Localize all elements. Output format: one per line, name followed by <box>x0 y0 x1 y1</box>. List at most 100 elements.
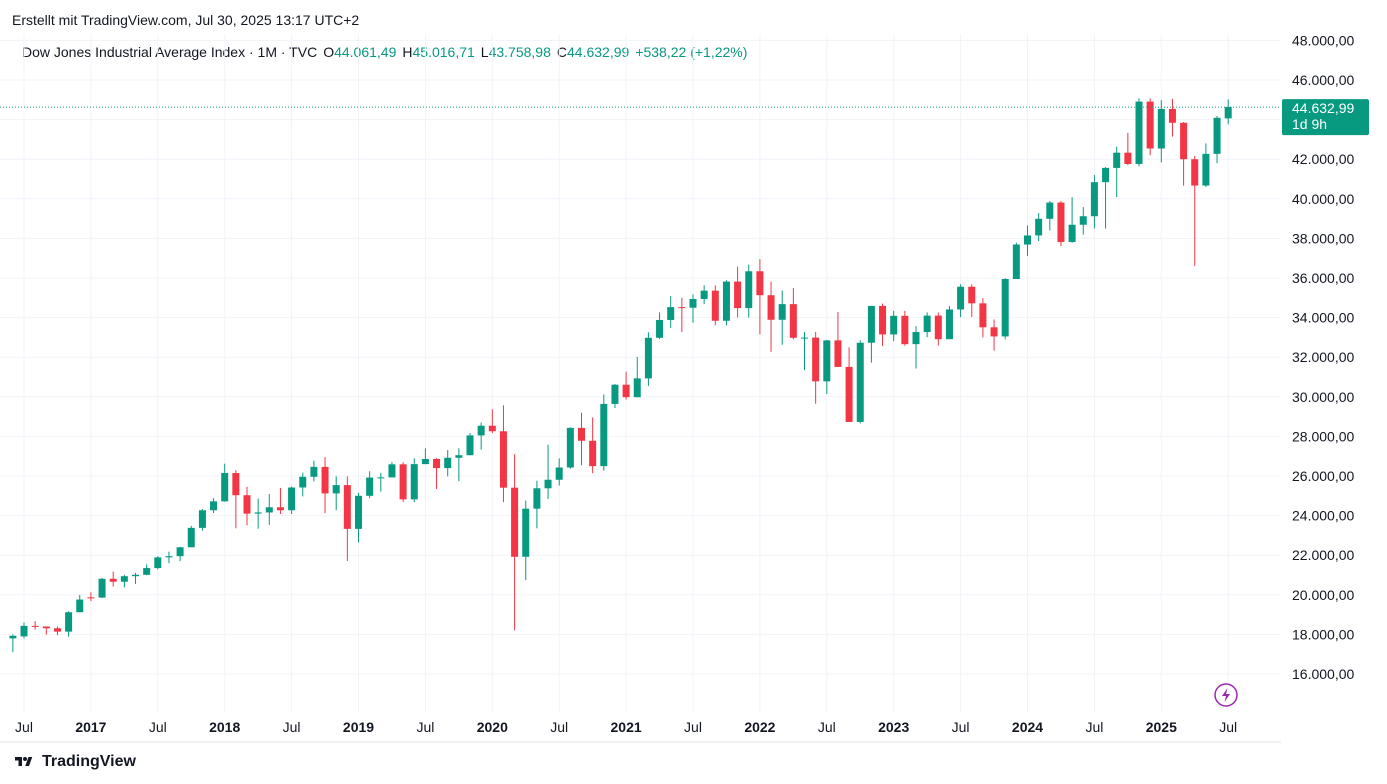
candle[interactable] <box>711 285 719 326</box>
candle[interactable] <box>589 417 597 474</box>
candle[interactable] <box>187 525 195 548</box>
candle[interactable] <box>120 574 128 588</box>
candle[interactable] <box>823 339 831 395</box>
candle[interactable] <box>87 592 95 602</box>
candle[interactable] <box>778 290 786 345</box>
candle[interactable] <box>410 458 418 503</box>
candle[interactable] <box>1157 100 1165 163</box>
candle[interactable] <box>745 264 753 318</box>
candle[interactable] <box>53 626 61 636</box>
candle[interactable] <box>990 319 998 351</box>
candle[interactable] <box>488 409 496 434</box>
candle[interactable] <box>433 458 441 490</box>
candle[interactable] <box>299 472 307 497</box>
candle[interactable] <box>622 371 630 400</box>
candle[interactable] <box>1180 121 1188 186</box>
candle[interactable] <box>276 487 284 515</box>
candle[interactable] <box>210 498 218 514</box>
candle[interactable] <box>1090 175 1098 229</box>
candle[interactable] <box>1046 200 1054 231</box>
candle[interactable] <box>165 551 173 564</box>
tradingview-brand[interactable]: TradingView <box>42 753 136 770</box>
candle[interactable] <box>1057 200 1065 247</box>
candle[interactable] <box>154 556 162 570</box>
candle[interactable] <box>477 422 485 450</box>
candle[interactable] <box>1035 213 1043 242</box>
candle[interactable] <box>1102 167 1110 229</box>
candle[interactable] <box>444 450 452 477</box>
candle[interactable] <box>856 340 864 424</box>
candle[interactable] <box>522 500 530 581</box>
candle[interactable] <box>1224 99 1232 125</box>
candle[interactable] <box>667 296 675 329</box>
candle[interactable] <box>678 297 686 333</box>
candle[interactable] <box>1068 197 1076 243</box>
candle[interactable] <box>834 312 842 367</box>
candle[interactable] <box>20 622 28 639</box>
candle[interactable] <box>1012 242 1020 279</box>
candle[interactable] <box>466 433 474 456</box>
candle[interactable] <box>801 332 808 371</box>
candle[interactable] <box>611 384 619 409</box>
candle[interactable] <box>1135 98 1143 167</box>
candle[interactable] <box>176 546 184 562</box>
candle[interactable] <box>1168 98 1176 137</box>
lightning-icon[interactable] <box>1214 683 1238 707</box>
candle[interactable] <box>321 457 329 514</box>
candle[interactable] <box>912 326 920 369</box>
candle[interactable] <box>310 460 318 482</box>
candle[interactable] <box>388 462 396 478</box>
candle[interactable] <box>65 611 73 637</box>
candle[interactable] <box>879 303 887 346</box>
candle[interactable] <box>366 471 374 499</box>
candle[interactable] <box>288 486 296 515</box>
candle[interactable] <box>923 312 931 338</box>
candle[interactable] <box>1124 132 1132 166</box>
candle[interactable] <box>1079 207 1087 235</box>
candle[interactable] <box>578 412 585 466</box>
candle[interactable] <box>901 310 909 346</box>
candle[interactable] <box>968 284 976 318</box>
candle[interactable] <box>700 285 708 304</box>
candle[interactable] <box>355 492 362 543</box>
candle[interactable] <box>143 564 151 576</box>
candle[interactable] <box>377 472 385 492</box>
candle[interactable] <box>1146 98 1154 156</box>
candle[interactable] <box>566 427 574 469</box>
candle[interactable] <box>132 572 139 584</box>
candle[interactable] <box>945 305 953 340</box>
candle[interactable] <box>232 470 240 529</box>
candle[interactable] <box>399 462 407 502</box>
candle[interactable] <box>98 577 106 599</box>
candle[interactable] <box>734 266 742 318</box>
candle[interactable] <box>812 332 820 404</box>
candle[interactable] <box>332 476 340 511</box>
candle[interactable] <box>890 310 898 342</box>
candle[interactable] <box>221 463 229 502</box>
candle[interactable] <box>1191 155 1199 266</box>
candle[interactable] <box>533 480 541 529</box>
candle[interactable] <box>198 509 206 531</box>
candle[interactable] <box>109 571 117 587</box>
candle[interactable] <box>979 298 987 338</box>
candle[interactable] <box>499 405 507 503</box>
candle[interactable] <box>722 280 730 326</box>
candle[interactable] <box>243 486 251 526</box>
candle[interactable] <box>265 494 273 525</box>
candle[interactable] <box>756 259 764 335</box>
candle[interactable] <box>555 458 563 486</box>
candle[interactable] <box>656 312 664 339</box>
candle[interactable] <box>1113 146 1121 198</box>
candle[interactable] <box>845 347 853 423</box>
candle[interactable] <box>455 448 463 482</box>
candle[interactable] <box>254 498 262 529</box>
candle[interactable] <box>544 444 552 499</box>
candle[interactable] <box>1001 278 1009 340</box>
candle[interactable] <box>957 284 965 318</box>
candle[interactable] <box>31 621 39 630</box>
candle[interactable] <box>42 626 50 635</box>
candle[interactable] <box>9 634 17 653</box>
candle[interactable] <box>600 394 608 471</box>
candle[interactable] <box>789 288 797 340</box>
